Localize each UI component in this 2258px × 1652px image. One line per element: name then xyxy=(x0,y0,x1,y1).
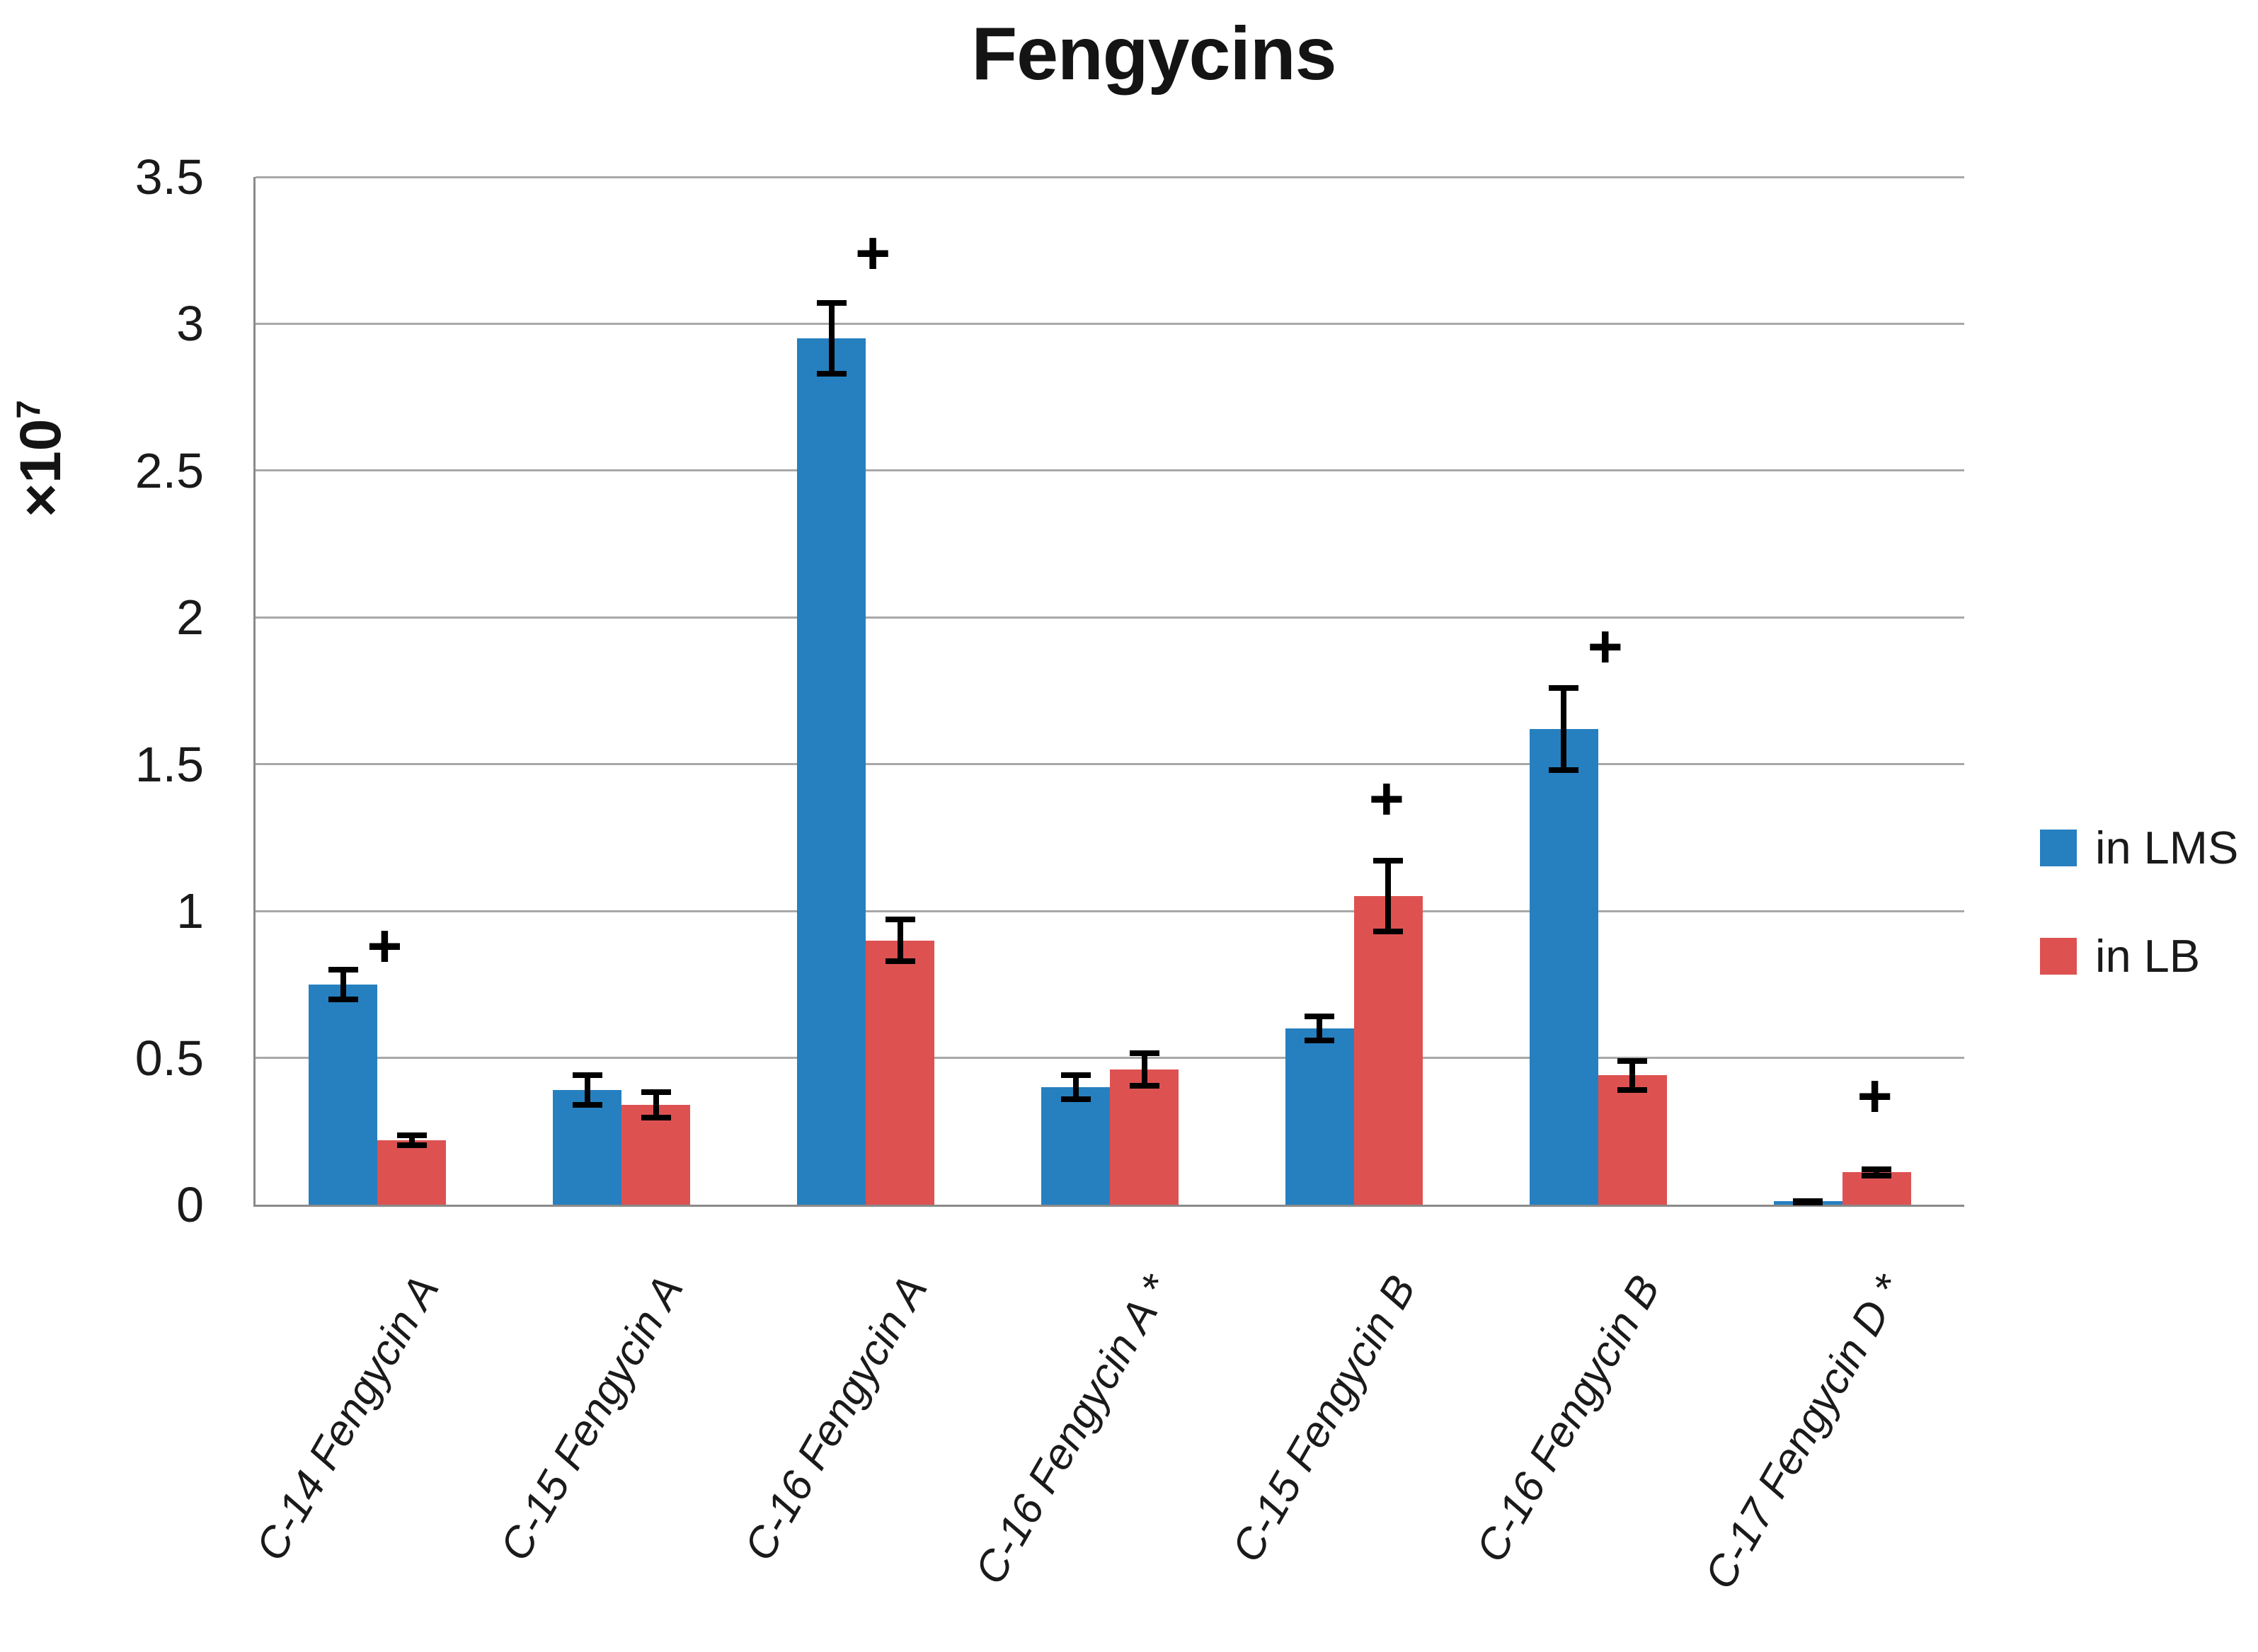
error-bar-in-lb-c-16-fengycin-a xyxy=(1129,1050,1159,1089)
error-bar-in-lb-c-17-fengycin-d xyxy=(1862,1166,1892,1178)
y-axis-unit-exponent: 7 xyxy=(10,400,48,419)
bar-in-lms-c-16-fengycin-b xyxy=(1529,728,1598,1205)
error-bar-line xyxy=(1805,1198,1811,1205)
significance-plus-marker-c-17-fengycin-d: + xyxy=(1857,1062,1893,1130)
y-tick-label-3: 3 xyxy=(176,296,204,352)
error-bar-line xyxy=(340,966,346,1002)
error-bar-in-lms-c-16-fengycin-b xyxy=(1549,684,1579,774)
gridline-y-1.5 xyxy=(256,763,1964,766)
y-tick-label-2: 2 xyxy=(176,590,204,646)
significance-plus-marker-c-16-fengycin-a: + xyxy=(855,219,891,287)
error-bar-in-lms-c-16-fengycin-a xyxy=(816,300,847,377)
error-bar-in-lms-c-15-fengycin-a xyxy=(572,1072,602,1108)
bar-in-lb-c-14-fengycin-a xyxy=(377,1140,447,1205)
gridline-y-0.5 xyxy=(256,1057,1964,1060)
error-bar-in-lms-c-14-fengycin-a xyxy=(328,966,358,1002)
significance-plus-marker-c-16-fengycin-b: + xyxy=(1587,612,1623,681)
error-bar-in-lms-c-17-fengycin-d xyxy=(1793,1198,1823,1205)
error-bar-in-lms-c-15-fengycin-b xyxy=(1305,1014,1335,1043)
legend-label-in-lb: in LB xyxy=(2095,930,2201,982)
y-tick-label-1: 1 xyxy=(176,883,204,939)
error-bar-line xyxy=(1141,1050,1147,1089)
bar-in-lms-c-14-fengycin-a xyxy=(309,984,378,1205)
bar-in-lms-c-16-fengycin-a xyxy=(797,338,866,1205)
bar-in-lb-c-16-fengycin-a xyxy=(1110,1069,1179,1205)
error-bar-line xyxy=(408,1132,415,1148)
legend-swatch-in-lb xyxy=(2040,937,2077,975)
bar-in-lb-c-16-fengycin-b xyxy=(1598,1075,1667,1205)
legend-item-in-lms: in LMS xyxy=(2040,821,2238,874)
error-bar-in-lms-c-16-fengycin-a xyxy=(1060,1072,1091,1102)
error-bar-line xyxy=(1385,858,1392,935)
gridline-y-2 xyxy=(256,616,1964,619)
gridline-y-3 xyxy=(256,322,1964,325)
plot-area: C-14 Fengycin A C-15 Fengycin A C-16 Fengy… xyxy=(246,176,1964,1597)
gridline-y-1 xyxy=(256,910,1964,912)
bar-in-lb-c-16-fengycin-a xyxy=(866,940,935,1205)
y-tick-label-2.5: 2.5 xyxy=(134,442,204,498)
error-bar-line xyxy=(1072,1072,1079,1102)
x-category-label-c-14-fengycin-a: C-14 Fengycin A xyxy=(246,1267,449,1568)
bar-in-lms-c-15-fengycin-a xyxy=(553,1090,622,1205)
gridline-y-3.5 xyxy=(256,176,1964,178)
chart-title: Fengycins xyxy=(971,12,1336,96)
y-tick-label-3.5: 3.5 xyxy=(134,149,204,205)
error-bar-in-lb-c-16-fengycin-a xyxy=(885,917,915,964)
bar-in-lb-c-15-fengycin-b xyxy=(1353,896,1423,1205)
y-tick-label-0: 0 xyxy=(176,1177,204,1232)
gridline-y-2.5 xyxy=(256,469,1964,472)
error-bar-line xyxy=(1629,1057,1636,1094)
error-bar-line xyxy=(584,1072,590,1108)
legend-item-in-lb: in LB xyxy=(2040,929,2238,982)
error-bar-line xyxy=(1317,1014,1323,1043)
error-bar-in-lb-c-14-fengycin-a xyxy=(396,1132,427,1148)
error-bar-in-lb-c-15-fengycin-b xyxy=(1373,858,1404,935)
legend-label-in-lms: in LMS xyxy=(2095,822,2239,873)
error-bar-line xyxy=(897,917,903,964)
error-bar-line xyxy=(1874,1166,1880,1178)
y-tick-label-0.5: 0.5 xyxy=(134,1030,204,1086)
error-bar-line xyxy=(653,1089,659,1120)
legend-swatch-in-lms xyxy=(2040,829,2077,866)
error-bar-line xyxy=(1561,684,1567,774)
bar-in-lb-c-15-fengycin-a xyxy=(621,1104,691,1205)
bar-in-lms-c-15-fengycin-b xyxy=(1285,1028,1354,1205)
error-bar-in-lb-c-15-fengycin-a xyxy=(641,1089,671,1120)
significance-plus-marker-c-14-fengycin-a: + xyxy=(367,912,403,980)
error-bar-in-lb-c-16-fengycin-b xyxy=(1617,1057,1648,1094)
significance-plus-marker-c-15-fengycin-b: + xyxy=(1368,765,1404,834)
y-tick-label-1.5: 1.5 xyxy=(134,736,204,792)
error-bar-line xyxy=(828,300,835,377)
legend: in LMS in LB xyxy=(2040,821,2238,982)
bar-in-lms-c-16-fengycin-a xyxy=(1041,1087,1110,1205)
